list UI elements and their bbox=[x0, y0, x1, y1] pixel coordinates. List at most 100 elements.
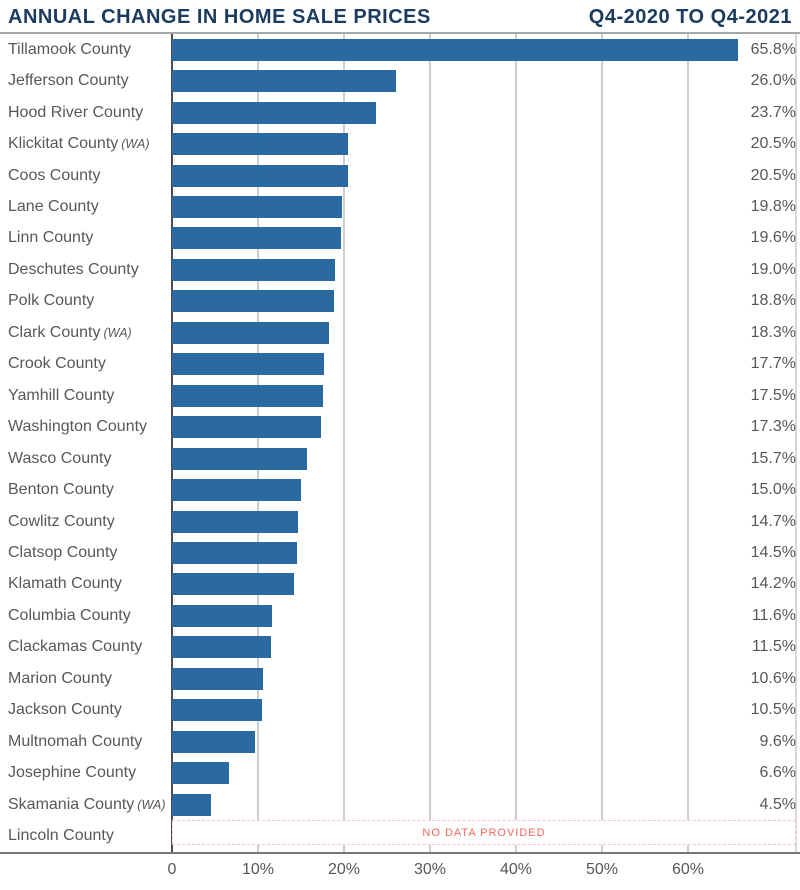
value-bar bbox=[172, 353, 325, 376]
county-label: Lane County bbox=[8, 197, 99, 215]
chart-row: Clackamas County 11.5% bbox=[0, 632, 800, 663]
chart-row: Benton County 15.0% bbox=[0, 474, 800, 505]
gridline bbox=[429, 34, 431, 852]
gridline bbox=[257, 34, 259, 852]
chart-row: Linn County 19.6% bbox=[0, 223, 800, 254]
county-label: Clackamas County bbox=[8, 638, 143, 656]
county-label: Skamania County (WA) bbox=[8, 795, 166, 813]
value-label: 17.3% bbox=[750, 418, 796, 436]
value-bar bbox=[172, 573, 295, 596]
chart-row: Wasco County 15.7% bbox=[0, 443, 800, 474]
gridline bbox=[515, 34, 517, 852]
chart-row: Klamath County 14.2% bbox=[0, 569, 800, 600]
county-label: Tillamook County bbox=[8, 40, 132, 58]
x-tick-label: 20% bbox=[327, 861, 361, 878]
state-annotation: (WA) bbox=[103, 325, 132, 340]
county-label: Columbia County bbox=[8, 606, 131, 624]
zero-axis-line bbox=[171, 34, 173, 852]
county-label: Cowlitz County bbox=[8, 512, 115, 530]
value-bar bbox=[172, 101, 376, 124]
value-label: 14.5% bbox=[750, 543, 796, 561]
value-label: 19.6% bbox=[750, 229, 796, 247]
value-bar bbox=[172, 604, 272, 627]
value-label: 20.5% bbox=[750, 135, 796, 153]
value-label: 6.6% bbox=[759, 764, 796, 782]
county-label: Hood River County bbox=[8, 103, 144, 121]
x-tick-label: 60% bbox=[671, 861, 705, 878]
value-bar bbox=[172, 416, 321, 439]
value-bar bbox=[172, 164, 349, 187]
county-label: Multnomah County bbox=[8, 732, 143, 750]
chart-row: Clark County (WA) 18.3% bbox=[0, 317, 800, 348]
county-label: Crook County bbox=[8, 355, 106, 373]
chart-row: Marion County 10.6% bbox=[0, 663, 800, 694]
chart-row: Columbia County 11.6% bbox=[0, 600, 800, 631]
chart-row: Hood River County 23.7% bbox=[0, 97, 800, 128]
value-bar bbox=[172, 667, 264, 690]
chart-row: Klickitat County (WA) 20.5% bbox=[0, 128, 800, 159]
value-label: 65.8% bbox=[750, 40, 796, 58]
value-label: 4.5% bbox=[759, 795, 796, 813]
chart-row: Crook County 17.7% bbox=[0, 349, 800, 380]
value-label: 15.7% bbox=[750, 449, 796, 467]
county-label: Clark County (WA) bbox=[8, 323, 132, 341]
county-label: Marion County bbox=[8, 669, 113, 687]
value-bar bbox=[172, 762, 229, 785]
county-label: Polk County bbox=[8, 292, 95, 310]
value-bar bbox=[172, 730, 255, 753]
chart-row: Washington County 17.3% bbox=[0, 411, 800, 442]
value-bar bbox=[172, 227, 341, 250]
chart-row: Lane County 19.8% bbox=[0, 191, 800, 222]
chart-row: Skamania County (WA) 4.5% bbox=[0, 789, 800, 820]
value-label: 23.7% bbox=[750, 103, 796, 121]
gridline bbox=[601, 34, 603, 852]
value-label: 18.8% bbox=[750, 292, 796, 310]
chart-row: Multnomah County 9.6% bbox=[0, 726, 800, 757]
county-label: Washington County bbox=[8, 418, 148, 436]
value-bar bbox=[172, 447, 308, 470]
value-bar bbox=[172, 636, 271, 659]
chart-header: ANNUAL CHANGE IN HOME SALE PRICES Q4-202… bbox=[0, 0, 800, 34]
value-label: 17.7% bbox=[750, 355, 796, 373]
value-label: 14.2% bbox=[750, 575, 796, 593]
county-label: Coos County bbox=[8, 166, 101, 184]
value-label: 19.0% bbox=[750, 260, 796, 278]
chart-row: Josephine County 6.6% bbox=[0, 757, 800, 788]
value-label: 11.5% bbox=[751, 638, 796, 656]
value-bar bbox=[172, 699, 263, 722]
value-bar bbox=[172, 384, 323, 407]
x-axis: 0 10% 20% 30% 40% 50% 60% bbox=[0, 854, 800, 890]
county-label: Yamhill County bbox=[8, 386, 115, 404]
value-label: 10.5% bbox=[750, 701, 796, 719]
value-bar bbox=[172, 510, 299, 533]
gridline bbox=[343, 34, 345, 852]
county-label: Wasco County bbox=[8, 449, 112, 467]
county-label: Josephine County bbox=[8, 764, 137, 782]
chart-row: Cowlitz County 14.7% bbox=[0, 506, 800, 537]
value-label: 15.0% bbox=[750, 481, 796, 499]
county-label: Jefferson County bbox=[8, 72, 129, 90]
value-label: 26.0% bbox=[750, 72, 796, 90]
value-bar bbox=[172, 541, 297, 564]
chart-row: Jefferson County 26.0% bbox=[0, 65, 800, 96]
x-tick-label: 10% bbox=[241, 861, 275, 878]
value-bar bbox=[172, 479, 301, 502]
value-bar bbox=[172, 38, 738, 61]
county-label: Benton County bbox=[8, 481, 114, 499]
x-tick-label: 30% bbox=[413, 861, 447, 878]
value-label: 14.7% bbox=[750, 512, 796, 530]
chart-row: Yamhill County 17.5% bbox=[0, 380, 800, 411]
value-label: 9.6% bbox=[759, 732, 796, 750]
county-label: Jackson County bbox=[8, 701, 122, 719]
value-bar bbox=[172, 321, 330, 344]
county-label: Clatsop County bbox=[8, 543, 118, 561]
value-label: 20.5% bbox=[750, 166, 796, 184]
value-bar bbox=[172, 290, 334, 313]
county-label: Klamath County bbox=[8, 575, 122, 593]
plot-right-border bbox=[795, 34, 797, 852]
chart-row: Polk County 18.8% bbox=[0, 286, 800, 317]
no-data-box: NO DATA PROVIDED bbox=[172, 820, 796, 845]
chart-row: Tillamook County 65.8% bbox=[0, 34, 800, 65]
x-tick-label: 0 bbox=[167, 861, 177, 878]
